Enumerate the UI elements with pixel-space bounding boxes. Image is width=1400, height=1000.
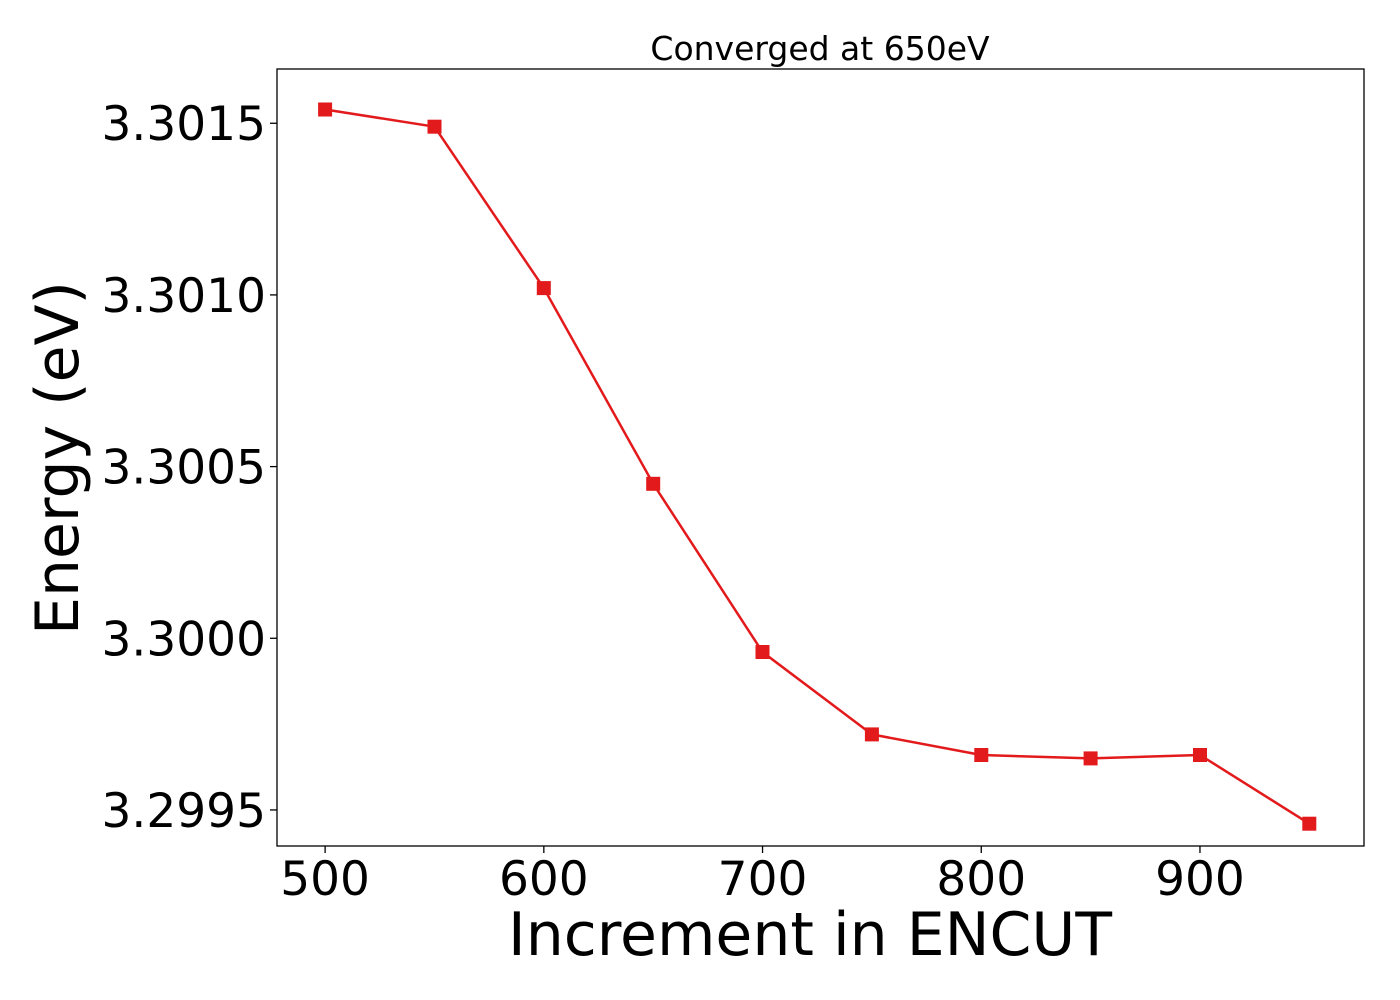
x-tick-label: 900 [1155,852,1245,907]
data-point-marker [1302,816,1317,831]
y-tick-label: 3.2995 [102,784,266,839]
y-tick-label: 3.3005 [102,441,266,496]
x-axis: 500 600 700 800 900 [280,846,1245,907]
y-tick-label: 3.3000 [102,612,266,667]
data-point-marker [646,476,661,491]
x-tick-label: 700 [718,852,808,907]
x-tick-label: 800 [936,852,1026,907]
y-tick-label: 3.3015 [102,97,266,152]
data-point-marker [427,119,442,134]
data-point-marker [1193,748,1207,762]
x-axis-label: Increment in ENCUT [508,900,1112,970]
y-axis: 3.2995 3.3000 3.3005 3.3010 3.3015 [102,97,277,839]
data-point-marker [755,645,770,659]
chart-title: Converged at 650eV [650,29,990,68]
x-tick-label: 500 [280,852,370,907]
data-point-marker [974,748,989,762]
series-line [324,108,1310,825]
series-layer [318,102,1317,831]
plot-frame [276,68,1365,847]
data-point-marker [864,727,879,742]
data-point-marker [318,102,333,117]
x-tick-label: 600 [499,852,589,907]
y-axis-label: Energy (eV) [23,281,93,635]
data-point-marker [536,281,551,296]
y-tick-label: 3.3010 [102,269,266,324]
data-point-marker [1083,751,1098,766]
